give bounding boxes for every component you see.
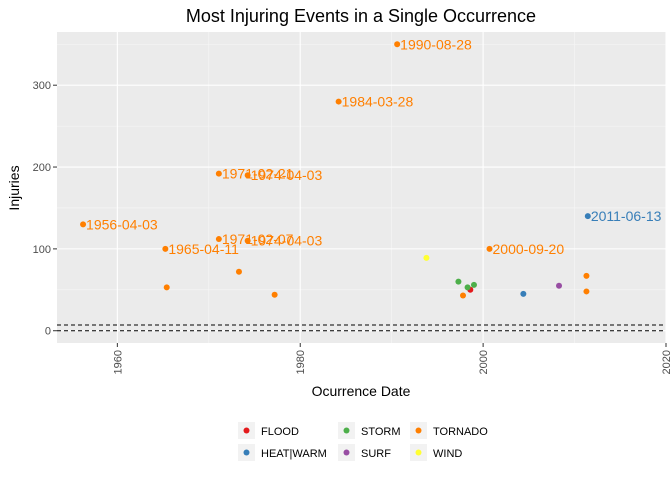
data-point [244,172,251,179]
y-axis-ticks: 0 100 200 300 [33,80,57,338]
chart-title: Most Injuring Events in a Single Occurre… [186,6,536,26]
data-point [80,221,87,228]
legend-item: STORM [338,422,401,439]
data-point [163,284,170,291]
legend-label: TORNADO [433,426,488,438]
data-point [470,281,477,288]
legend-item: TORNADO [410,422,488,439]
x-tick-label: 2020 [661,350,672,374]
x-tick-label: 2000 [478,350,490,374]
x-axis-title: Ocurrence Date [312,383,411,399]
data-point [583,272,590,279]
data-point [464,284,471,291]
data-point [455,278,462,285]
x-axis-ticks: 1960 1980 2000 2020 [112,343,672,374]
data-point [583,288,590,295]
data-points [80,41,591,299]
legend-label: FLOOD [261,426,299,438]
legend-swatch [243,449,250,456]
data-label: 2011-06-13 [591,208,662,224]
legend-swatch [343,427,350,434]
data-point [584,213,591,220]
data-point [423,254,430,261]
legend-label: STORM [361,426,401,438]
x-tick-label: 1960 [112,350,124,374]
y-tick-label: 300 [33,80,51,92]
data-label: 1974-04-03 [251,233,323,249]
data-point [460,292,466,299]
data-label: 1956-04-03 [86,216,158,232]
legend-swatch [415,427,422,434]
x-tick-label: 1980 [295,350,307,374]
legend-item: SURF [338,444,391,461]
data-label: 1965-04-11 [168,241,239,257]
legend-label: HEAT|WARM [261,448,327,460]
y-tick-label: 100 [33,244,51,256]
data-point [394,41,401,48]
data-label: 1974-04-03 [251,167,323,183]
reference-lines [57,324,666,332]
legend-label: SURF [361,448,391,460]
y-axis-title: Injuries [6,165,22,210]
legend-swatch [415,449,422,456]
grid-minor [57,32,666,343]
data-point [235,268,242,275]
legend-item: FLOOD [238,422,299,439]
data-point [162,245,169,252]
data-point [215,236,222,243]
legend-label: WIND [433,448,462,460]
data-label: 1990-08-28 [400,36,472,52]
legend-item: HEAT|WARM [238,444,327,461]
legend-item: WIND [410,444,462,461]
data-label: 1971-02-21 [222,166,294,182]
plot-panel [57,32,666,343]
legend-swatch [243,427,250,434]
y-tick-label: 0 [45,326,51,338]
data-label: 2000-09-20 [493,241,565,257]
data-point [335,98,342,105]
legend: FLOOD HEAT|WARM STORM SURF TORNADO WIND [238,422,488,461]
data-label: 1984-03-28 [342,94,414,110]
data-label: 1971-02-07 [222,231,294,247]
data-labels: 2011-06-13 1956-04-03 1965-04-11 1971-02-21… [86,36,662,257]
data-point [271,291,278,298]
y-tick-label: 200 [33,162,51,174]
data-point [486,245,493,252]
data-point [215,170,222,177]
data-point [556,282,563,289]
data-point [244,237,251,244]
data-point [520,290,527,297]
legend-swatch [343,449,350,456]
